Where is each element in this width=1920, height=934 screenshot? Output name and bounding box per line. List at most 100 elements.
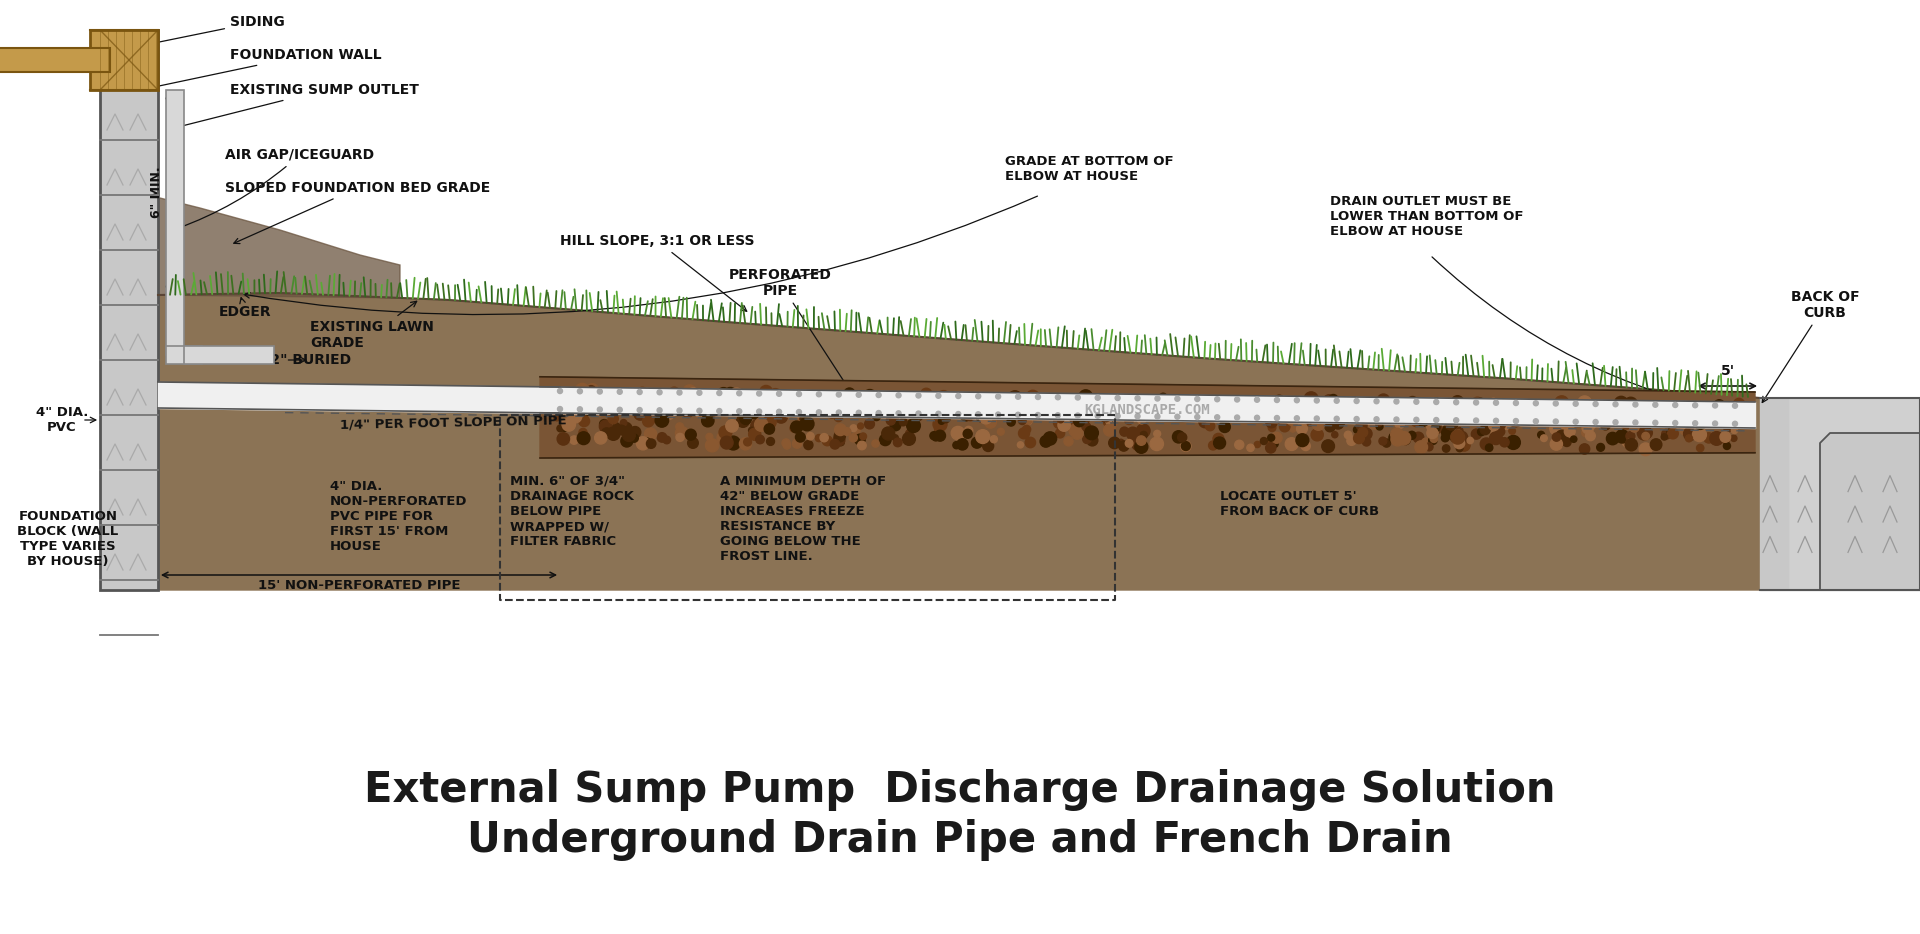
Circle shape	[707, 439, 718, 452]
Circle shape	[1624, 397, 1638, 411]
Circle shape	[835, 424, 847, 435]
Circle shape	[1594, 402, 1597, 406]
Circle shape	[1135, 440, 1148, 453]
Circle shape	[597, 407, 603, 412]
Text: FOUNDATION WALL: FOUNDATION WALL	[144, 48, 382, 91]
Circle shape	[1290, 426, 1296, 432]
Circle shape	[849, 433, 858, 442]
Circle shape	[1173, 431, 1185, 443]
Circle shape	[1208, 411, 1215, 418]
Circle shape	[684, 385, 697, 398]
Circle shape	[657, 408, 662, 413]
Circle shape	[616, 389, 622, 394]
Bar	[165, 346, 202, 364]
Text: SLOPED FOUNDATION BED GRADE: SLOPED FOUNDATION BED GRADE	[225, 181, 490, 244]
Circle shape	[693, 398, 701, 404]
Circle shape	[1271, 441, 1279, 447]
Circle shape	[933, 395, 945, 406]
Circle shape	[1632, 402, 1638, 407]
Circle shape	[716, 408, 722, 414]
Circle shape	[1398, 432, 1411, 445]
Circle shape	[576, 383, 589, 397]
Circle shape	[1724, 418, 1734, 428]
Circle shape	[1267, 438, 1275, 446]
Circle shape	[1538, 432, 1544, 438]
Circle shape	[1500, 438, 1509, 446]
Circle shape	[1620, 416, 1634, 429]
Circle shape	[1340, 403, 1352, 416]
Circle shape	[801, 415, 808, 423]
Circle shape	[1190, 404, 1202, 415]
Circle shape	[599, 420, 612, 432]
Circle shape	[927, 408, 933, 415]
Circle shape	[1127, 427, 1139, 440]
Circle shape	[753, 423, 758, 430]
Circle shape	[1235, 397, 1240, 402]
Circle shape	[676, 427, 689, 440]
Circle shape	[553, 401, 566, 414]
Circle shape	[822, 436, 831, 446]
Circle shape	[1594, 419, 1597, 425]
Circle shape	[1732, 409, 1740, 418]
Circle shape	[1371, 400, 1379, 407]
Circle shape	[910, 403, 918, 411]
Circle shape	[760, 402, 772, 414]
Circle shape	[872, 440, 879, 447]
Circle shape	[1582, 429, 1590, 436]
Circle shape	[756, 391, 762, 396]
Circle shape	[1732, 403, 1738, 408]
Circle shape	[1450, 432, 1459, 442]
Circle shape	[1509, 428, 1515, 434]
Circle shape	[607, 405, 616, 414]
Circle shape	[1645, 410, 1657, 422]
Circle shape	[1058, 407, 1071, 420]
Circle shape	[996, 394, 1000, 399]
Circle shape	[1615, 430, 1628, 443]
Circle shape	[1087, 411, 1096, 420]
Circle shape	[620, 419, 626, 426]
Circle shape	[1265, 443, 1277, 453]
Circle shape	[893, 434, 899, 441]
Circle shape	[607, 427, 620, 440]
Circle shape	[1540, 405, 1548, 412]
Circle shape	[1311, 400, 1325, 413]
Circle shape	[1638, 413, 1649, 424]
Circle shape	[1613, 402, 1619, 406]
Circle shape	[1056, 400, 1069, 414]
Circle shape	[1233, 406, 1244, 418]
Circle shape	[1699, 417, 1705, 424]
Polygon shape	[1761, 398, 1920, 590]
Circle shape	[1492, 429, 1498, 435]
Circle shape	[1684, 427, 1697, 441]
Circle shape	[795, 391, 808, 404]
Circle shape	[1496, 427, 1505, 436]
Circle shape	[643, 416, 655, 427]
Circle shape	[716, 388, 730, 401]
Circle shape	[776, 409, 781, 415]
Circle shape	[1505, 416, 1515, 425]
Circle shape	[624, 391, 639, 405]
Circle shape	[755, 401, 764, 411]
Circle shape	[1194, 415, 1200, 419]
Circle shape	[720, 436, 733, 449]
Circle shape	[720, 399, 733, 412]
Circle shape	[689, 389, 703, 402]
Circle shape	[676, 423, 684, 431]
Circle shape	[1432, 423, 1440, 432]
Circle shape	[660, 407, 668, 415]
Circle shape	[887, 416, 895, 425]
Circle shape	[716, 432, 732, 445]
Circle shape	[1265, 417, 1277, 428]
Circle shape	[1730, 435, 1738, 442]
Circle shape	[1069, 424, 1081, 436]
Circle shape	[1116, 395, 1119, 401]
Circle shape	[1283, 425, 1288, 431]
Circle shape	[1296, 405, 1302, 412]
Text: 5': 5'	[1720, 364, 1734, 378]
Circle shape	[1390, 432, 1404, 446]
Circle shape	[1407, 432, 1415, 439]
Circle shape	[1150, 437, 1164, 450]
Circle shape	[1315, 398, 1319, 403]
Circle shape	[1296, 433, 1309, 446]
Circle shape	[1553, 419, 1559, 424]
